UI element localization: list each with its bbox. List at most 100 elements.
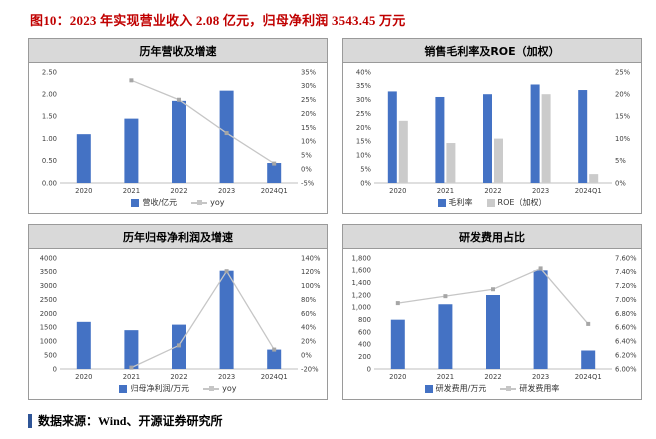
svg-text:4000: 4000 xyxy=(40,254,57,262)
svg-text:20%: 20% xyxy=(301,110,317,118)
svg-text:500: 500 xyxy=(44,351,57,359)
svg-text:1500: 1500 xyxy=(40,324,57,332)
figure-title: 图10：2023 年实现营业收入 2.08 亿元，归母净利润 3543.45 万… xyxy=(30,13,406,28)
svg-text:-5%: -5% xyxy=(301,179,315,187)
svg-text:2022: 2022 xyxy=(484,373,501,381)
svg-text:2500: 2500 xyxy=(40,296,57,304)
svg-text:2.00: 2.00 xyxy=(42,91,57,99)
svg-text:2023: 2023 xyxy=(218,187,235,195)
svg-text:25%: 25% xyxy=(615,68,631,76)
chart-area: 0.00 0.50 1.00 1.50 2.00 2.50 -5% 0% 5% 10% 15% 20%… xyxy=(29,63,327,213)
svg-text:0.50: 0.50 xyxy=(42,157,57,165)
svg-text:0%: 0% xyxy=(360,179,371,187)
svg-text:100%: 100% xyxy=(301,282,321,290)
svg-text:2024Q1: 2024Q1 xyxy=(261,373,288,381)
legend-item-bar0: 研发费用/万元 xyxy=(424,383,487,394)
chart-area: 0 500 1000 1500 2000 2500 3000 3500 4000 -20% 0% 20… xyxy=(29,249,327,399)
svg-text:2023: 2023 xyxy=(532,373,549,381)
panel-title: 研发费用占比 xyxy=(343,225,641,249)
svg-text:2024Q1: 2024Q1 xyxy=(261,187,288,195)
svg-text:2023: 2023 xyxy=(532,187,549,195)
panel-margin-roe: 销售毛利率及ROE（加权） 0% 5% 10% 15% 20% 25% 30% 35% 40% 0… xyxy=(342,38,642,214)
svg-text:15%: 15% xyxy=(615,113,631,121)
svg-text:30%: 30% xyxy=(301,82,317,90)
svg-text:-20%: -20% xyxy=(301,365,319,373)
svg-text:0%: 0% xyxy=(301,165,312,173)
svg-text:15%: 15% xyxy=(301,124,317,132)
svg-text:2021: 2021 xyxy=(123,187,140,195)
panel-title: 历年归母净利润及增速 xyxy=(29,225,327,249)
svg-text:1,000: 1,000 xyxy=(352,304,371,312)
svg-text:60%: 60% xyxy=(301,310,317,318)
svg-text:0: 0 xyxy=(367,365,371,373)
svg-text:20%: 20% xyxy=(615,91,631,99)
svg-text:2020: 2020 xyxy=(389,187,406,195)
svg-text:25%: 25% xyxy=(301,96,317,104)
blue-bar-swatch-icon xyxy=(131,198,140,207)
svg-text:0%: 0% xyxy=(301,351,312,359)
svg-text:80%: 80% xyxy=(301,296,317,304)
line-swatch-icon xyxy=(191,200,208,205)
svg-text:2.50: 2.50 xyxy=(42,68,57,76)
svg-text:0: 0 xyxy=(53,365,57,373)
gray-bar-swatch-icon xyxy=(486,198,495,207)
panel-title: 销售毛利率及ROE（加权） xyxy=(343,39,641,63)
chart-area: 0% 5% 10% 15% 20% 25% 30% 35% 40% 0% 5% 10% 15% 20% 25… xyxy=(343,63,641,213)
svg-text:5%: 5% xyxy=(301,152,312,160)
line-swatch-icon xyxy=(203,386,220,391)
svg-text:20%: 20% xyxy=(356,124,372,132)
chart-area: 0 200 400 600 800 1,000 1,200 1,400 1,600 1,800 6.… xyxy=(343,249,641,399)
svg-text:35%: 35% xyxy=(356,82,372,90)
svg-text:6.80%: 6.80% xyxy=(615,310,637,318)
svg-text:7.20%: 7.20% xyxy=(615,282,637,290)
legend-label: 营收/亿元 xyxy=(142,198,178,207)
legend-item-bar0: 营收/亿元 xyxy=(131,197,177,208)
svg-text:2022: 2022 xyxy=(170,187,187,195)
svg-text:2021: 2021 xyxy=(123,373,140,381)
svg-text:0.00: 0.00 xyxy=(42,179,57,187)
svg-text:120%: 120% xyxy=(301,268,321,276)
chart-legend: 毛利率 ROE（加权） xyxy=(343,197,641,213)
svg-text:2024Q1: 2024Q1 xyxy=(575,187,602,195)
panel-rnd-expense-ratio: 研发费用占比 0 200 400 600 800 1,000 1,200 1,400 1,600… xyxy=(342,224,642,400)
svg-text:6.20%: 6.20% xyxy=(615,351,637,359)
svg-text:1,800: 1,800 xyxy=(352,254,371,262)
svg-text:7.00%: 7.00% xyxy=(615,296,637,304)
source-text: 数据来源：Wind、开源证券研究所 xyxy=(38,414,223,428)
svg-text:2000: 2000 xyxy=(40,310,57,318)
chart-canvas: 0 200 400 600 800 1,000 1,200 1,400 1,600 1,800 6.… xyxy=(352,254,638,381)
svg-text:7.60%: 7.60% xyxy=(615,254,637,262)
svg-text:1000: 1000 xyxy=(40,338,57,346)
svg-text:2021: 2021 xyxy=(437,373,454,381)
svg-text:15%: 15% xyxy=(356,138,372,146)
svg-text:800: 800 xyxy=(358,316,371,324)
legend-label: 研发费用/万元 xyxy=(435,384,487,393)
svg-text:400: 400 xyxy=(358,341,371,349)
chart-canvas: 0% 5% 10% 15% 20% 25% 30% 35% 40% 0% 5% 10% 15% 20% 25… xyxy=(356,68,631,195)
chart-legend: 归母净利润/万元 yoy xyxy=(29,383,327,399)
svg-text:6.40%: 6.40% xyxy=(615,338,637,346)
svg-text:140%: 140% xyxy=(301,254,321,262)
svg-text:200: 200 xyxy=(358,353,371,361)
line-swatch-icon xyxy=(500,386,517,391)
svg-text:2022: 2022 xyxy=(484,187,501,195)
svg-text:10%: 10% xyxy=(615,135,631,143)
blue-bar-swatch-icon xyxy=(424,384,433,393)
svg-text:2020: 2020 xyxy=(389,373,406,381)
blue-bar-swatch-icon xyxy=(437,198,446,207)
panel-net-profit-growth: 历年归母净利润及增速 0 500 1000 1500 2000 2500 3000 3500 4… xyxy=(28,224,328,400)
chart-legend: 研发费用/万元 研发费用率 xyxy=(343,383,641,399)
svg-text:5%: 5% xyxy=(615,157,626,165)
legend-label: 研发费用率 xyxy=(519,384,560,393)
svg-text:6.60%: 6.60% xyxy=(615,324,637,332)
svg-text:1,200: 1,200 xyxy=(352,291,371,299)
svg-text:40%: 40% xyxy=(356,68,372,76)
source-accent-bar xyxy=(28,413,32,428)
svg-text:3500: 3500 xyxy=(40,268,57,276)
legend-item-bar0: 毛利率 xyxy=(437,197,473,208)
legend-label: yoy xyxy=(222,384,237,393)
legend-item-line: 研发费用率 xyxy=(500,383,559,394)
svg-text:1,400: 1,400 xyxy=(352,279,371,287)
panel-revenue-growth: 历年营收及增速 0.00 0.50 1.00 1.50 2.00 2.50 -5% 0% 5% 1… xyxy=(28,38,328,214)
